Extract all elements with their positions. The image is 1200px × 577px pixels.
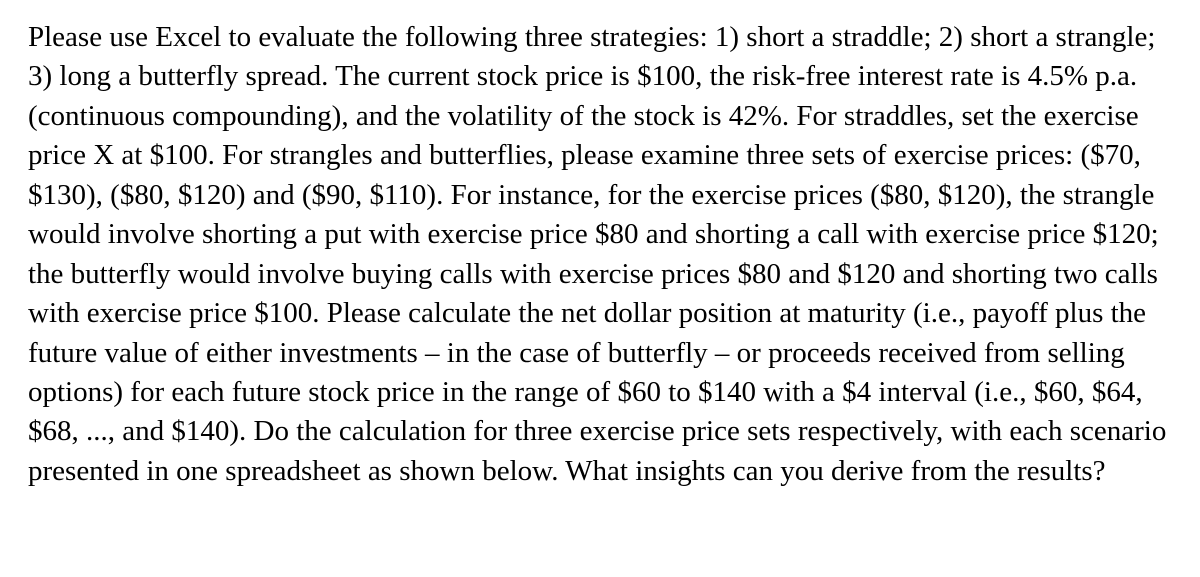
problem-paragraph: Please use Excel to evaluate the followi… [28, 18, 1172, 491]
document-page: Please use Excel to evaluate the followi… [0, 0, 1200, 577]
